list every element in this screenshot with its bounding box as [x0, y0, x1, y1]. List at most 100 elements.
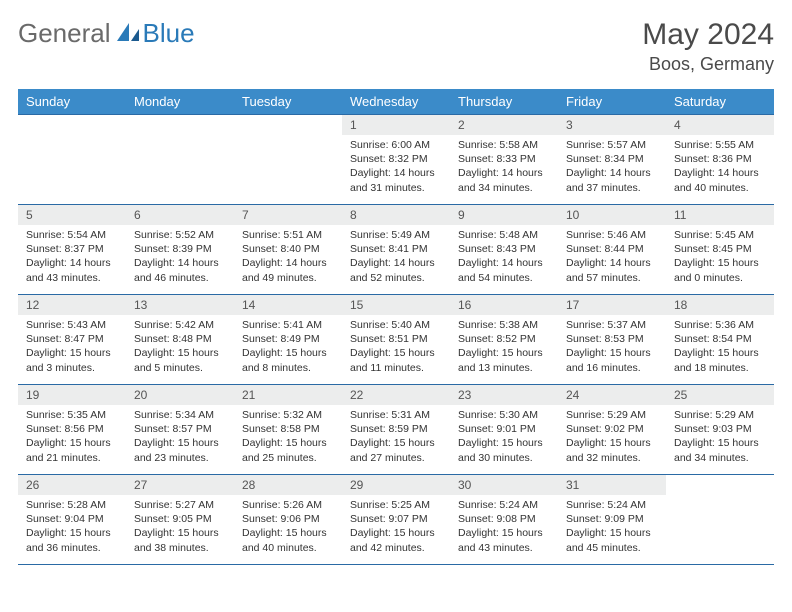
- calendar-cell: 18Sunrise: 5:36 AMSunset: 8:54 PMDayligh…: [666, 295, 774, 385]
- calendar-cell: 26Sunrise: 5:28 AMSunset: 9:04 PMDayligh…: [18, 475, 126, 565]
- day-header: Sunday: [18, 89, 126, 115]
- day-details: Sunrise: 5:24 AMSunset: 9:09 PMDaylight:…: [558, 495, 666, 559]
- calendar-cell: 23Sunrise: 5:30 AMSunset: 9:01 PMDayligh…: [450, 385, 558, 475]
- day-header: Tuesday: [234, 89, 342, 115]
- day-number: 24: [558, 385, 666, 405]
- calendar-cell: 30Sunrise: 5:24 AMSunset: 9:08 PMDayligh…: [450, 475, 558, 565]
- day-details: Sunrise: 5:46 AMSunset: 8:44 PMDaylight:…: [558, 225, 666, 289]
- day-details: Sunrise: 5:38 AMSunset: 8:52 PMDaylight:…: [450, 315, 558, 379]
- calendar-cell: 5Sunrise: 5:54 AMSunset: 8:37 PMDaylight…: [18, 205, 126, 295]
- calendar-row: 1Sunrise: 6:00 AMSunset: 8:32 PMDaylight…: [18, 115, 774, 205]
- calendar-cell: 15Sunrise: 5:40 AMSunset: 8:51 PMDayligh…: [342, 295, 450, 385]
- day-details: Sunrise: 5:42 AMSunset: 8:48 PMDaylight:…: [126, 315, 234, 379]
- day-number: 26: [18, 475, 126, 495]
- day-number: 6: [126, 205, 234, 225]
- day-number: 7: [234, 205, 342, 225]
- day-number: 4: [666, 115, 774, 135]
- day-number: 11: [666, 205, 774, 225]
- calendar-cell: 9Sunrise: 5:48 AMSunset: 8:43 PMDaylight…: [450, 205, 558, 295]
- day-number: 25: [666, 385, 774, 405]
- day-number: 9: [450, 205, 558, 225]
- day-number: 15: [342, 295, 450, 315]
- day-number: 3: [558, 115, 666, 135]
- logo-text-blue: Blue: [143, 18, 195, 49]
- day-details: Sunrise: 5:45 AMSunset: 8:45 PMDaylight:…: [666, 225, 774, 289]
- month-year: May 2024: [642, 18, 774, 52]
- day-number: 21: [234, 385, 342, 405]
- calendar-cell: 29Sunrise: 5:25 AMSunset: 9:07 PMDayligh…: [342, 475, 450, 565]
- calendar-cell: 8Sunrise: 5:49 AMSunset: 8:41 PMDaylight…: [342, 205, 450, 295]
- day-details: Sunrise: 5:57 AMSunset: 8:34 PMDaylight:…: [558, 135, 666, 199]
- calendar-table: SundayMondayTuesdayWednesdayThursdayFrid…: [18, 89, 774, 565]
- calendar-cell: 19Sunrise: 5:35 AMSunset: 8:56 PMDayligh…: [18, 385, 126, 475]
- day-details: Sunrise: 5:27 AMSunset: 9:05 PMDaylight:…: [126, 495, 234, 559]
- day-details: Sunrise: 5:36 AMSunset: 8:54 PMDaylight:…: [666, 315, 774, 379]
- logo: General Blue: [18, 18, 195, 49]
- calendar-cell: 22Sunrise: 5:31 AMSunset: 8:59 PMDayligh…: [342, 385, 450, 475]
- day-number: 31: [558, 475, 666, 495]
- day-number: 10: [558, 205, 666, 225]
- day-details: Sunrise: 5:40 AMSunset: 8:51 PMDaylight:…: [342, 315, 450, 379]
- day-details: Sunrise: 5:54 AMSunset: 8:37 PMDaylight:…: [18, 225, 126, 289]
- day-details: Sunrise: 5:34 AMSunset: 8:57 PMDaylight:…: [126, 405, 234, 469]
- calendar-cell: 11Sunrise: 5:45 AMSunset: 8:45 PMDayligh…: [666, 205, 774, 295]
- day-details: Sunrise: 5:43 AMSunset: 8:47 PMDaylight:…: [18, 315, 126, 379]
- day-number: 16: [450, 295, 558, 315]
- calendar-cell: 4Sunrise: 5:55 AMSunset: 8:36 PMDaylight…: [666, 115, 774, 205]
- day-number: 23: [450, 385, 558, 405]
- day-details: Sunrise: 5:55 AMSunset: 8:36 PMDaylight:…: [666, 135, 774, 199]
- calendar-cell: [234, 115, 342, 205]
- calendar-row: 19Sunrise: 5:35 AMSunset: 8:56 PMDayligh…: [18, 385, 774, 475]
- day-details: Sunrise: 5:26 AMSunset: 9:06 PMDaylight:…: [234, 495, 342, 559]
- calendar-cell: 27Sunrise: 5:27 AMSunset: 9:05 PMDayligh…: [126, 475, 234, 565]
- day-details: Sunrise: 5:30 AMSunset: 9:01 PMDaylight:…: [450, 405, 558, 469]
- day-details: Sunrise: 5:25 AMSunset: 9:07 PMDaylight:…: [342, 495, 450, 559]
- calendar-row: 5Sunrise: 5:54 AMSunset: 8:37 PMDaylight…: [18, 205, 774, 295]
- day-details: Sunrise: 5:24 AMSunset: 9:08 PMDaylight:…: [450, 495, 558, 559]
- calendar-cell: 16Sunrise: 5:38 AMSunset: 8:52 PMDayligh…: [450, 295, 558, 385]
- calendar-cell: 1Sunrise: 6:00 AMSunset: 8:32 PMDaylight…: [342, 115, 450, 205]
- logo-text-general: General: [18, 18, 111, 49]
- day-number: 20: [126, 385, 234, 405]
- calendar-cell: [18, 115, 126, 205]
- day-number: 8: [342, 205, 450, 225]
- day-details: Sunrise: 5:31 AMSunset: 8:59 PMDaylight:…: [342, 405, 450, 469]
- day-number: 30: [450, 475, 558, 495]
- day-header: Friday: [558, 89, 666, 115]
- day-number: 29: [342, 475, 450, 495]
- logo-sail-icon: [115, 21, 141, 43]
- day-number: 14: [234, 295, 342, 315]
- calendar-cell: 21Sunrise: 5:32 AMSunset: 8:58 PMDayligh…: [234, 385, 342, 475]
- calendar-cell: 6Sunrise: 5:52 AMSunset: 8:39 PMDaylight…: [126, 205, 234, 295]
- calendar-cell: 17Sunrise: 5:37 AMSunset: 8:53 PMDayligh…: [558, 295, 666, 385]
- day-number: 28: [234, 475, 342, 495]
- day-number: 22: [342, 385, 450, 405]
- day-details: Sunrise: 5:28 AMSunset: 9:04 PMDaylight:…: [18, 495, 126, 559]
- day-details: Sunrise: 5:48 AMSunset: 8:43 PMDaylight:…: [450, 225, 558, 289]
- calendar-cell: 10Sunrise: 5:46 AMSunset: 8:44 PMDayligh…: [558, 205, 666, 295]
- day-details: Sunrise: 5:51 AMSunset: 8:40 PMDaylight:…: [234, 225, 342, 289]
- day-header: Wednesday: [342, 89, 450, 115]
- day-number: 19: [18, 385, 126, 405]
- day-details: Sunrise: 5:32 AMSunset: 8:58 PMDaylight:…: [234, 405, 342, 469]
- day-header: Monday: [126, 89, 234, 115]
- day-details: Sunrise: 5:49 AMSunset: 8:41 PMDaylight:…: [342, 225, 450, 289]
- day-header-row: SundayMondayTuesdayWednesdayThursdayFrid…: [18, 89, 774, 115]
- day-number: 2: [450, 115, 558, 135]
- calendar-cell: 28Sunrise: 5:26 AMSunset: 9:06 PMDayligh…: [234, 475, 342, 565]
- day-number: 1: [342, 115, 450, 135]
- header: General Blue May 2024 Boos, Germany: [18, 18, 774, 75]
- day-number: 18: [666, 295, 774, 315]
- day-details: Sunrise: 5:58 AMSunset: 8:33 PMDaylight:…: [450, 135, 558, 199]
- day-details: Sunrise: 6:00 AMSunset: 8:32 PMDaylight:…: [342, 135, 450, 199]
- location: Boos, Germany: [642, 54, 774, 75]
- day-details: Sunrise: 5:29 AMSunset: 9:03 PMDaylight:…: [666, 405, 774, 469]
- day-number: 12: [18, 295, 126, 315]
- day-details: Sunrise: 5:41 AMSunset: 8:49 PMDaylight:…: [234, 315, 342, 379]
- calendar-cell: 25Sunrise: 5:29 AMSunset: 9:03 PMDayligh…: [666, 385, 774, 475]
- calendar-cell: [126, 115, 234, 205]
- day-details: Sunrise: 5:29 AMSunset: 9:02 PMDaylight:…: [558, 405, 666, 469]
- calendar-cell: 24Sunrise: 5:29 AMSunset: 9:02 PMDayligh…: [558, 385, 666, 475]
- day-header: Thursday: [450, 89, 558, 115]
- day-number: 17: [558, 295, 666, 315]
